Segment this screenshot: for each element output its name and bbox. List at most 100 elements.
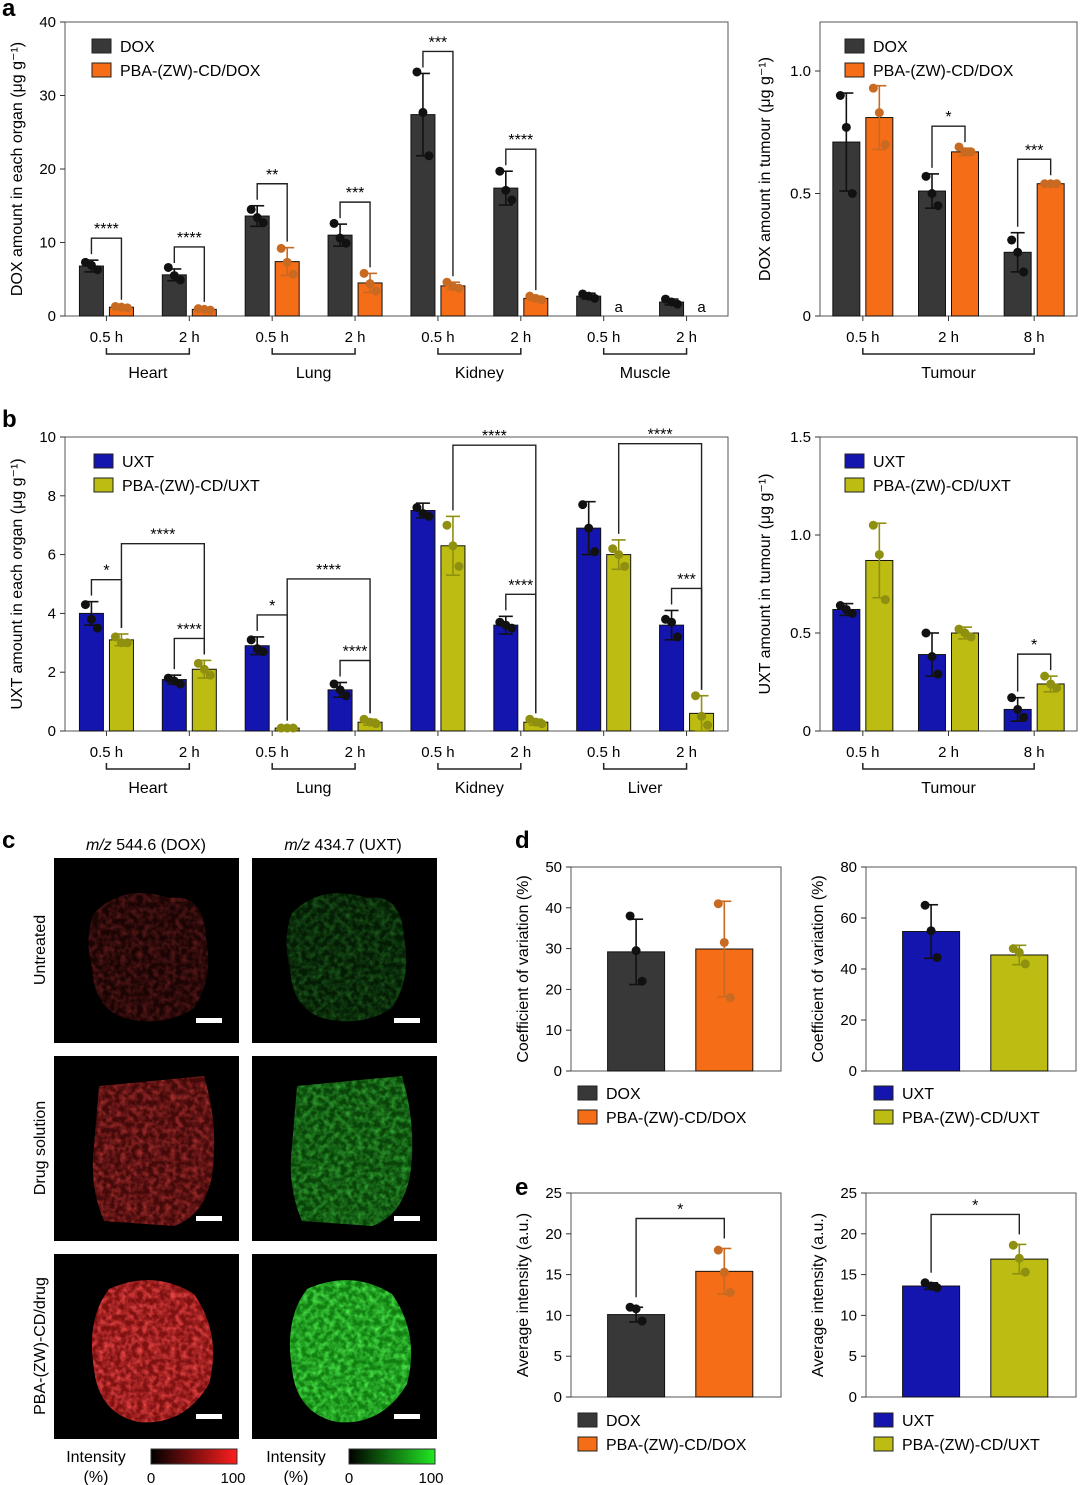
a_right-bar: [951, 151, 979, 317]
a_left-data-point: [495, 166, 505, 176]
b_left-data-point: [246, 635, 256, 645]
e_left-data-point: [637, 1316, 647, 1326]
a_right-group-label: Tumour: [921, 365, 976, 382]
a_left-data-point: [365, 279, 375, 289]
b_left-data-point: [329, 679, 339, 689]
d_right-ytick-label: 0: [849, 1063, 857, 1080]
a_right-group-bracket: [862, 348, 1035, 355]
b_left-significance-bracket: [452, 444, 537, 714]
panel-c-col-title-dox: m/z 544.6 (DOX): [86, 837, 206, 854]
b_right-data-point: [921, 628, 931, 638]
d_left-legend: DOX PBA-(ZW)-CD/DOX: [577, 1085, 747, 1127]
tissue-signal-texture: [92, 1076, 215, 1226]
d_left-legend-label: DOX: [606, 1086, 641, 1103]
b_right-significance-bracket: [1016, 653, 1052, 692]
d_right-legend-swatch: [873, 1109, 894, 1125]
b_left-data-point: [424, 511, 434, 521]
a_left-significance-label: ****: [177, 230, 202, 247]
colorbar-green-min: 0: [345, 1470, 353, 1485]
e_left-legend-label: PBA-(ZW)-CD/DOX: [606, 1437, 747, 1454]
a_right-data-point: [1019, 267, 1029, 277]
d_right-data-point: [1014, 947, 1024, 957]
b_right-group-bracket: [862, 763, 1035, 770]
a_left-ylabel: DOX amount in each organ (μg g⁻¹): [9, 42, 26, 296]
d_right-ytick-label: 60: [840, 910, 857, 927]
b_left-group-label: Heart: [128, 780, 168, 797]
colorbar-green-title-2: (%): [284, 1469, 309, 1485]
b_left-data-point: [86, 614, 96, 624]
b_left-group-bracket: [105, 763, 191, 770]
a_right-data-point: [880, 140, 890, 149]
d_right-axes: 0 20 40 60 80 Coefficient of variation (%): [810, 859, 1077, 1080]
a_left-xtick-label: 2 h: [510, 329, 531, 346]
a_left-data-point: [252, 213, 262, 223]
tissue-image-red-row2: [54, 1056, 239, 1241]
panel-label-c: c: [2, 827, 15, 854]
a_right-significance-bracket: [1016, 158, 1052, 227]
b_left-data-point: [703, 720, 713, 730]
d_left-bars: [607, 899, 754, 1072]
a_right-significance-bracket: [931, 125, 966, 168]
b_right-xtick-label: 2 h: [938, 744, 959, 761]
a_left-legend-swatch: [91, 38, 112, 54]
a_right-xtick-label: 0.5 h: [846, 329, 879, 346]
e_left-significance-label: *: [677, 1201, 683, 1218]
b_left-bar: [78, 612, 104, 732]
a_left-significance-bracket: [339, 201, 371, 268]
a_left-data-point: [122, 303, 132, 313]
colorbar-red: [150, 1448, 238, 1465]
tissue-signal-texture: [290, 1076, 413, 1226]
b_left-data-point: [578, 500, 588, 510]
e_left-ytick-label: 15: [545, 1267, 562, 1284]
e_right-ytick-label: 10: [840, 1307, 857, 1324]
a_left-group-label: Muscle: [620, 365, 671, 382]
b_right-legend: UXT PBA-(ZW)-CD/UXT: [844, 453, 1011, 495]
colorbar-red-title-2: (%): [84, 1469, 109, 1485]
e_left-ylabel: Average intensity (a.u.): [515, 1213, 532, 1377]
b_right-data-point: [874, 550, 884, 560]
e_right-ytick-label: 5: [849, 1348, 857, 1365]
b_right-bars: 0.5 h 2 h 8 h Tumour *: [832, 520, 1065, 797]
d_left-data-point: [719, 937, 729, 947]
b_left-bar: [576, 527, 602, 732]
b_left-bar: [659, 624, 685, 732]
e_right-legend-label: PBA-(ZW)-CD/UXT: [902, 1437, 1040, 1454]
b_left-significance-label: *: [103, 563, 109, 580]
a_right-data-point: [954, 142, 964, 152]
a_right-data-point: [1007, 235, 1017, 245]
a_left-ytick-label: 20: [39, 161, 56, 178]
colorbar-green: [348, 1448, 436, 1465]
e_left-axes: 0 5 10 15 20 25 Average intensity (a.u.): [515, 1185, 782, 1406]
b_left-data-point: [193, 658, 203, 668]
b_right-data-point: [1040, 671, 1050, 681]
panel-label-d: d: [515, 827, 530, 854]
tissue-signal-texture: [286, 893, 407, 1022]
d_right-data-point: [920, 900, 930, 910]
a_left-significance-label: ***: [346, 185, 365, 202]
b_right-xtick-label: 8 h: [1024, 744, 1045, 761]
panel-label-b: b: [2, 406, 17, 433]
e_left-legend-swatch: [577, 1436, 598, 1452]
a_right-ytick-label: 0: [803, 308, 811, 325]
tissue-image-green-row3: [252, 1254, 437, 1439]
tissue-signal-texture: [91, 1280, 214, 1423]
b_left-legend-label: PBA-(ZW)-CD/UXT: [122, 478, 260, 495]
d_right-bar: [990, 954, 1049, 1072]
e_right-ytick-label: 25: [840, 1185, 857, 1202]
d_right-ytick-label: 80: [840, 859, 857, 876]
a_left-data-point: [92, 265, 102, 275]
a_right-legend: DOX PBA-(ZW)-CD/DOX: [844, 38, 1014, 80]
a_left-significance-label: ****: [508, 132, 533, 149]
b_right-data-point: [927, 652, 937, 662]
scale-bar: [196, 1018, 222, 1023]
a_left-data-point: [371, 286, 381, 296]
a_left-legend-label: PBA-(ZW)-CD/DOX: [120, 63, 261, 80]
a_left-bar: [493, 187, 519, 317]
b_left-data-point: [205, 670, 215, 680]
b_right-ytick-label: 0: [803, 723, 811, 740]
a_left-bar: [78, 265, 104, 317]
b_right-axes: 0 0.5 1.0 1.5 UXT amount in tumour (μg g⁻¹): [757, 429, 1078, 740]
